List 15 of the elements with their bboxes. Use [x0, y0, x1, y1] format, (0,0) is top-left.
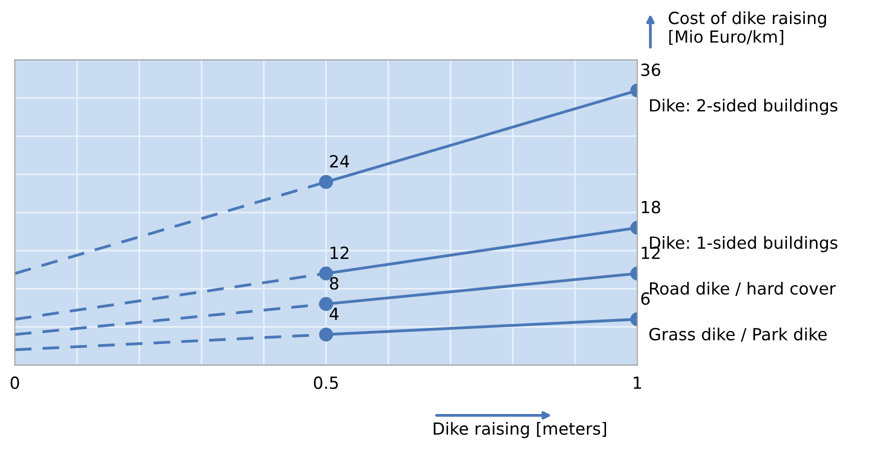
- series-label: Dike: 2-sided buildings: [650, 98, 838, 115]
- x-tick-label: 1: [634, 376, 642, 389]
- series-label: Grass dike / Park dike: [649, 328, 827, 342]
- x-axis-title: Dike raising [meters]: [434, 422, 606, 438]
- y-axis-title: Cost of dike raising [Mio Euro/km]: [668, 11, 826, 45]
- x-tick-label: 0.5: [314, 376, 338, 390]
- data-label: 24: [330, 155, 350, 168]
- data-label: 8: [330, 277, 338, 290]
- data-label: 4: [330, 308, 339, 320]
- data-label: 18: [642, 200, 660, 214]
- x-tick-label: 0: [10, 376, 20, 390]
- series-label: Road dike / hard cover: [650, 282, 836, 296]
- data-label: 36: [641, 63, 660, 76]
- data-label: 6: [641, 292, 650, 305]
- data-label: 12: [330, 246, 348, 259]
